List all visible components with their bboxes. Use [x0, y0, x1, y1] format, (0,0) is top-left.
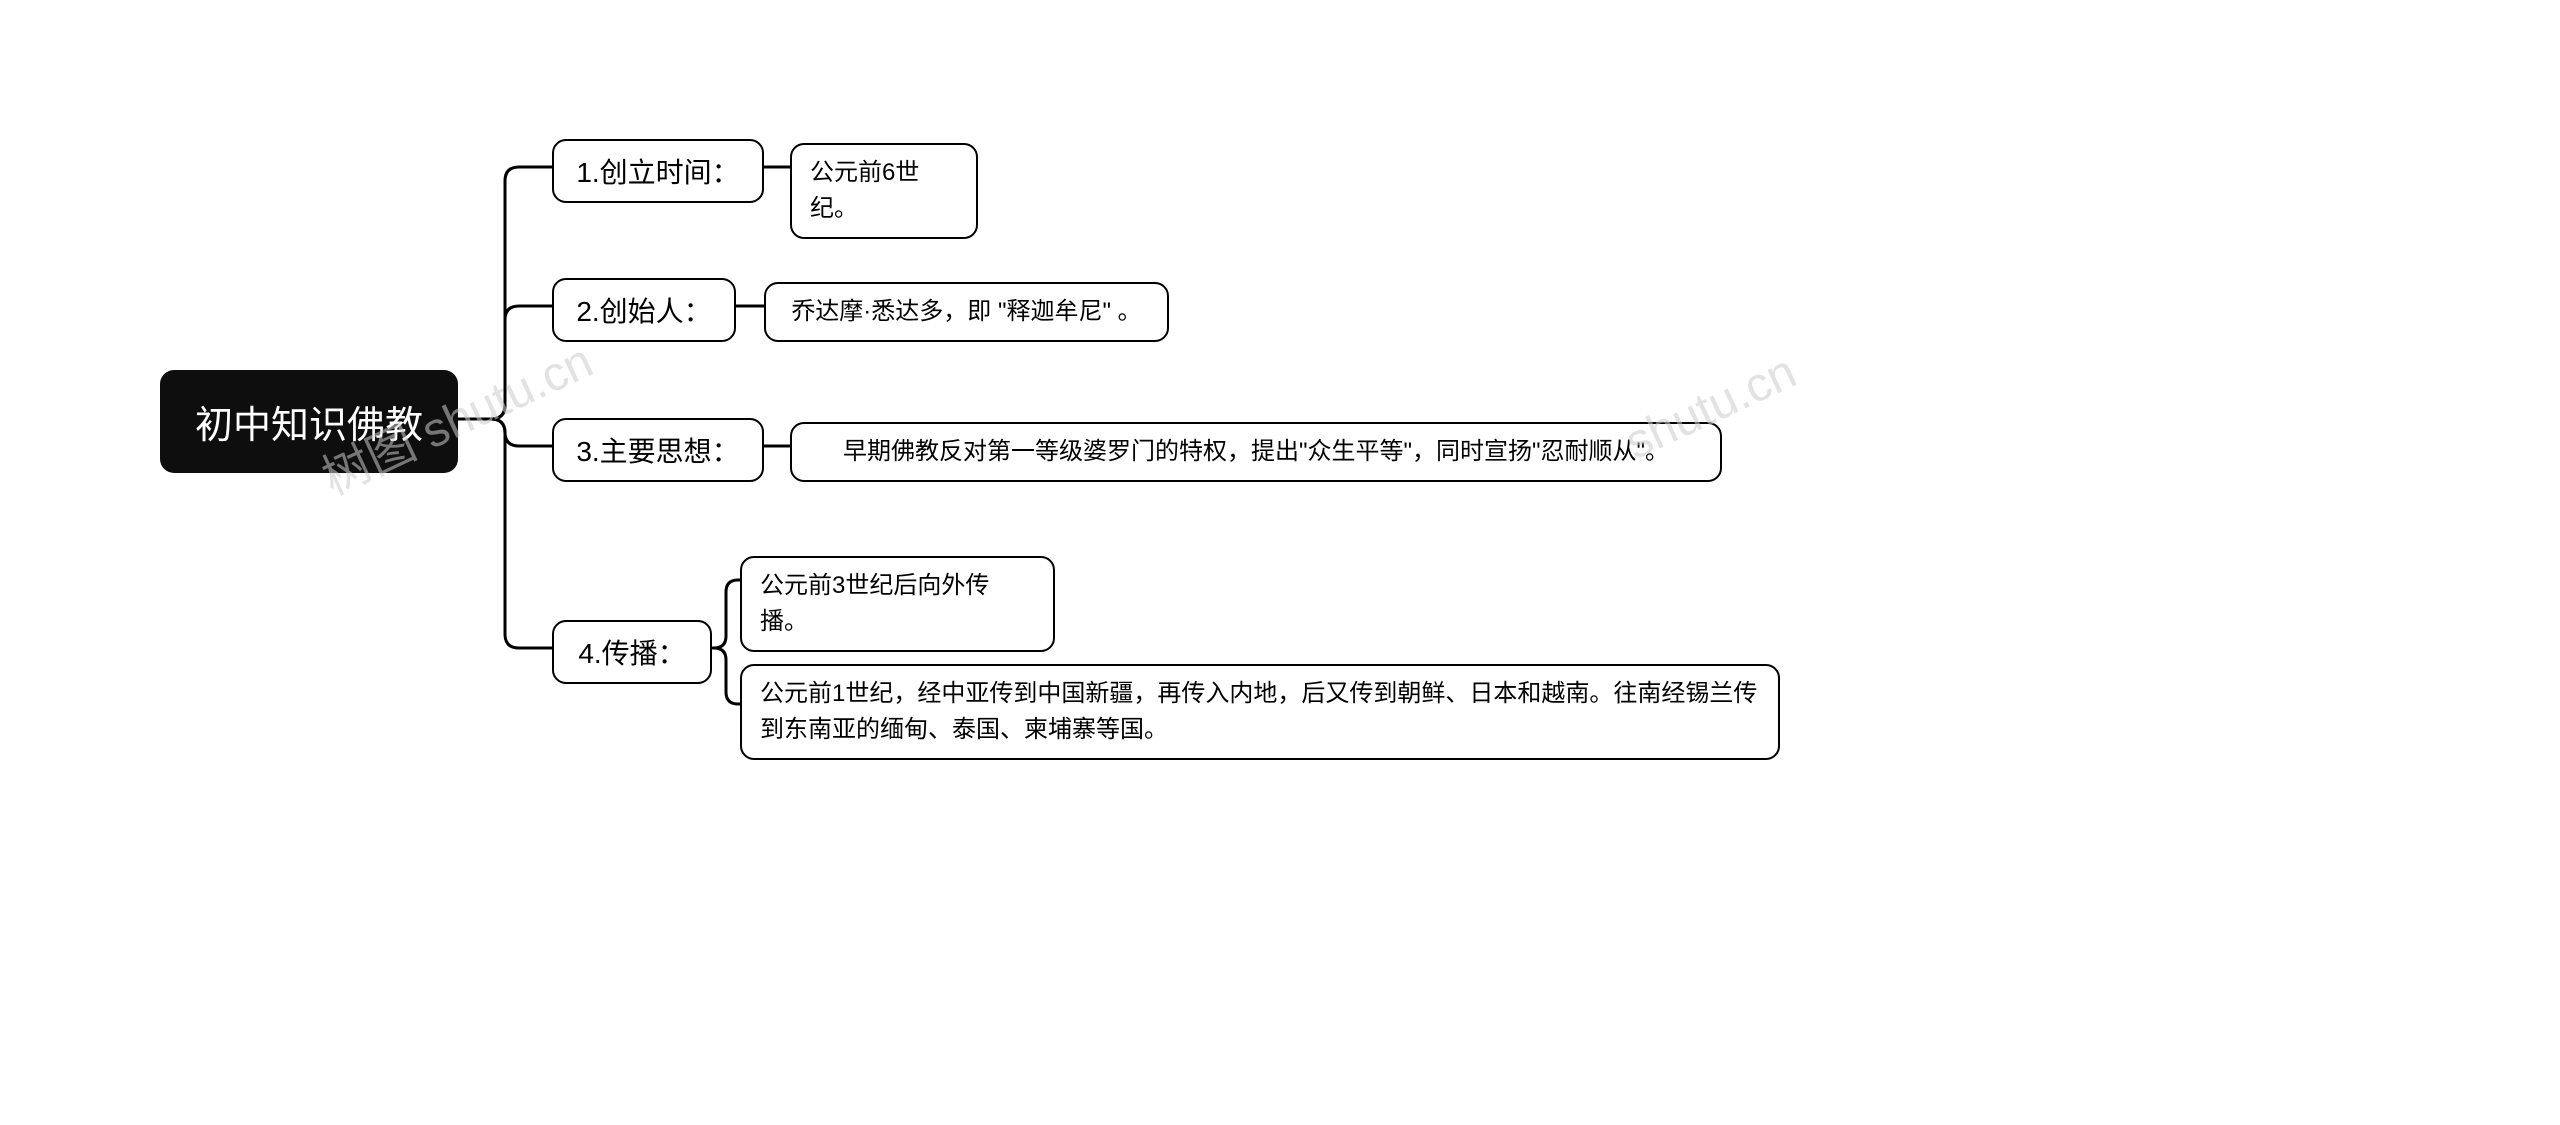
leaf-node-1-1: 公元前6世纪。 — [790, 143, 978, 239]
leaf-node-4-1: 公元前3世纪后向外传播。 — [740, 556, 1055, 652]
leaf-node-4-2: 公元前1世纪，经中亚传到中国新疆，再传入内地，后又传到朝鲜、日本和越南。往南经锡… — [740, 664, 1780, 760]
leaf-node-2-1: 乔达摩·悉达多，即 "释迦牟尼" 。 — [764, 282, 1169, 342]
branch-node-3: 3.主要思想： — [552, 418, 764, 482]
branch-node-1: 1.创立时间： — [552, 139, 764, 203]
branch-node-2: 2.创始人： — [552, 278, 736, 342]
connectors-svg — [0, 0, 2560, 1125]
branch-node-4: 4.传播： — [552, 620, 712, 684]
leaf-node-3-1: 早期佛教反对第一等级婆罗门的特权，提出"众生平等"，同时宣扬"忍耐顺从"。 — [790, 422, 1722, 482]
